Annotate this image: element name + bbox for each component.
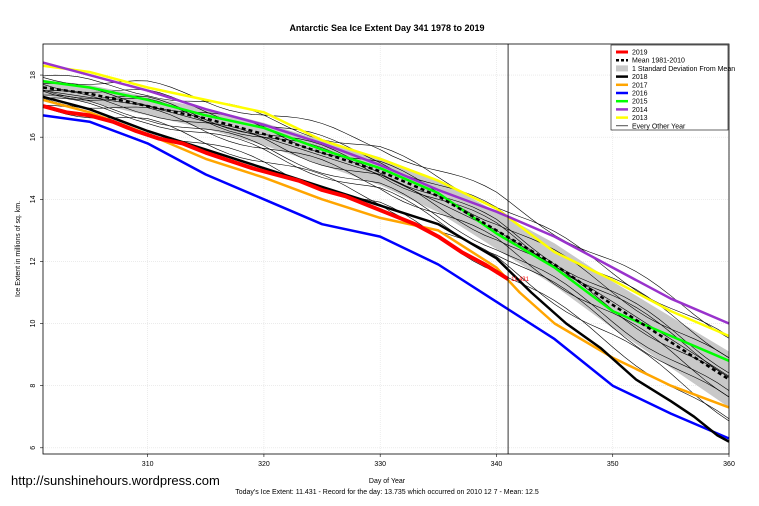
y-tick-label: 16 [30,133,37,141]
series-line [42,104,510,281]
x-tick-label: 360 [723,461,735,468]
plot-frame [42,43,730,455]
footer-url: http://sunshinehours.wordpress.com [11,473,220,488]
y-tick-label: 10 [30,320,37,328]
x-axis-ticks: 310 320 330 340 350 360 [142,454,735,468]
legend-label: 2015 [632,99,648,106]
legend-label: 2014 [632,107,648,114]
every-other-year-line [42,84,730,359]
series-line [42,61,730,325]
grid [43,44,730,454]
every-other-year-line [42,89,730,374]
y-axis-ticks: 6 8 10 12 14 16 18 [30,71,43,450]
x-tick-label: 330 [374,461,386,468]
x-axis-label: Day of Year [369,478,406,485]
every-other-year-line [42,90,730,378]
chart-title: Antarctic Sea Ice Extent Day 341 1978 to… [289,23,484,33]
y-axis-label: Ice Extent in millions of sq. km. [15,201,22,297]
every-other-year-line [42,74,730,337]
y-tick-label: 12 [30,257,37,265]
legend-label: 2013 [632,115,648,122]
series-lines [42,61,730,443]
every-other-year-lines [42,74,730,422]
legend-label: Every Other Year [632,123,686,130]
legend-label: 2019 [632,50,648,57]
legend-box [610,44,729,131]
series-line [42,80,730,362]
legend-label: 1 Standard Deviation From Mean [632,66,735,73]
every-other-year-line [42,82,730,359]
x-tick-label: 320 [258,461,270,468]
current-value-label: 11.431 [511,277,530,283]
series-line [42,86,730,381]
x-tick-label: 310 [142,461,154,468]
y-tick-label: 6 [30,446,37,450]
legend-label: 2016 [632,91,648,98]
x-tick-label: 350 [607,461,619,468]
every-other-year-line [43,94,730,391]
every-other-year-line [42,77,730,339]
legend-label: 2018 [632,74,648,81]
every-other-year-line [42,97,730,398]
y-tick-label: 8 [30,384,37,388]
legend-swatch [616,65,628,72]
series-line [42,114,730,440]
every-other-year-line [42,97,730,398]
legend-label: 2017 [632,82,648,89]
footer-summary: Today's Ice Extent: 11.431 - Record for … [235,489,539,496]
x-tick-label: 340 [491,461,503,468]
y-tick-label: 14 [30,195,37,203]
legend-label: Mean 1981-2010 [632,58,685,65]
series-line [42,64,730,338]
y-tick-label: 18 [30,71,37,79]
